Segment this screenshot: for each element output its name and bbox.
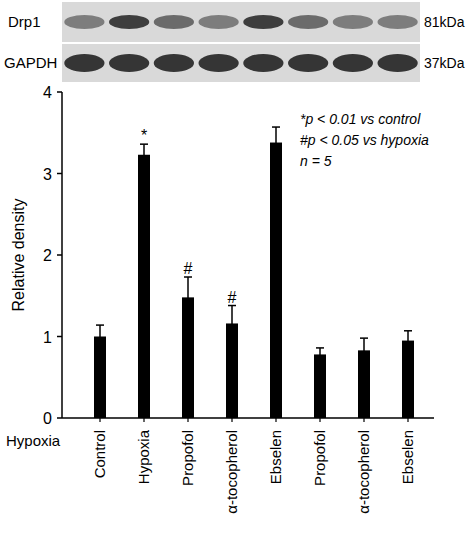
y-tick xyxy=(57,417,62,419)
blot-size: 37kDa xyxy=(424,55,465,71)
blot-band xyxy=(333,15,373,29)
blot-size: 81kDa xyxy=(424,14,465,30)
x-tick-label: Control xyxy=(91,430,108,478)
blot-band xyxy=(64,54,104,72)
y-tick xyxy=(57,336,62,338)
blot-band xyxy=(243,15,283,29)
y-tick-label: 2 xyxy=(43,247,52,264)
blot-band xyxy=(377,54,417,72)
error-bar xyxy=(360,338,368,362)
error-bar xyxy=(140,144,148,165)
bar xyxy=(314,354,326,418)
blot-strip xyxy=(62,2,420,42)
x-tick xyxy=(99,418,100,422)
x-axis xyxy=(62,417,434,419)
annotation: #p < 0.05 vs hypoxia xyxy=(300,132,429,148)
error-bar xyxy=(404,331,412,351)
significance-marker: # xyxy=(228,289,237,306)
annotation: *p < 0.01 vs control xyxy=(300,111,421,127)
y-tick xyxy=(57,91,62,93)
blot-band xyxy=(109,54,149,72)
error-bar xyxy=(272,127,280,158)
blot-band xyxy=(198,54,238,72)
bar xyxy=(270,143,282,418)
bar xyxy=(138,155,150,418)
blot-band xyxy=(109,15,149,29)
x-tick xyxy=(319,418,320,422)
y-tick-label: 3 xyxy=(43,166,52,183)
blot-band xyxy=(154,15,194,29)
blot-band xyxy=(288,15,328,29)
y-tick-label: 0 xyxy=(43,410,52,427)
blot-label: GAPDH xyxy=(4,54,57,71)
x-tick-label: α-tocopherol xyxy=(355,430,372,514)
x-tick xyxy=(407,418,408,422)
bars xyxy=(94,127,414,418)
x-tick xyxy=(363,418,364,422)
blot-strip xyxy=(62,44,420,82)
significance-marker: * xyxy=(141,127,147,144)
x-axis-label: Hypoxia xyxy=(6,432,61,449)
blot-band xyxy=(154,54,194,72)
y-tick-label: 1 xyxy=(43,329,52,346)
x-tick-label: Propofol xyxy=(311,430,328,486)
y-tick xyxy=(57,173,62,175)
blot-band xyxy=(198,15,238,29)
x-tick xyxy=(143,418,144,422)
x-tick-label: Ebselen xyxy=(267,430,284,484)
blot-band xyxy=(288,54,328,72)
y-axis-label: Relative density xyxy=(10,199,27,312)
figure: Drp1 81kDa GAPDH 37kDa 0 1 2 3 4 Relative density… xyxy=(0,0,474,551)
x-tick-label: Hypoxia xyxy=(135,429,152,484)
error-bar xyxy=(184,277,192,318)
bar xyxy=(402,341,414,418)
error-bar xyxy=(316,348,324,361)
annotation: n = 5 xyxy=(300,153,332,169)
error-bar xyxy=(228,306,236,342)
x-tick xyxy=(187,418,188,422)
error-bar xyxy=(96,325,104,348)
x-tick xyxy=(231,418,232,422)
blot-band xyxy=(243,54,283,72)
bar xyxy=(94,337,106,419)
x-tick-label: Propofol xyxy=(179,430,196,486)
blot-band xyxy=(333,54,373,72)
blot-band xyxy=(64,15,104,29)
x-tick-label: α-tocopherol xyxy=(223,430,240,514)
x-tick-label: Ebselen xyxy=(399,430,416,484)
y-tick xyxy=(57,254,62,256)
significance-marker: # xyxy=(184,260,193,277)
blot-band xyxy=(377,15,417,29)
y-tick-label: 4 xyxy=(43,84,52,101)
blot-label: Drp1 xyxy=(8,13,41,30)
x-tick xyxy=(275,418,276,422)
